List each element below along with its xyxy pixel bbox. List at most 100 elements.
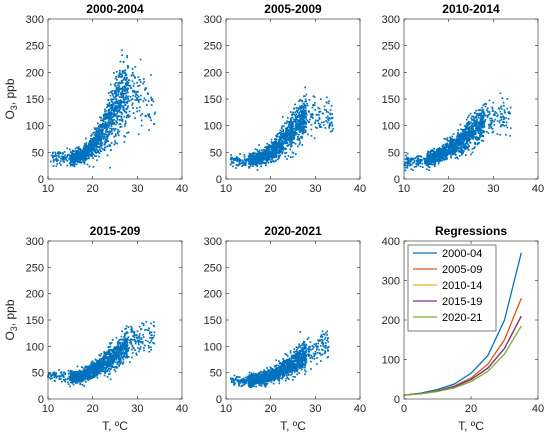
data-point — [232, 165, 234, 168]
data-point — [482, 116, 485, 118]
data-point — [122, 109, 125, 111]
data-point — [101, 126, 104, 129]
data-point — [103, 148, 105, 151]
data-point — [122, 361, 125, 364]
data-point — [295, 128, 297, 131]
data-point — [292, 118, 295, 121]
data-point — [328, 100, 330, 103]
data-point — [103, 135, 106, 138]
data-point — [117, 84, 119, 86]
data-point — [270, 138, 273, 141]
data-point — [302, 105, 305, 108]
data-point — [99, 148, 101, 151]
data-point — [76, 158, 79, 161]
data-point — [281, 152, 283, 155]
data-point — [92, 153, 95, 156]
data-point — [95, 359, 97, 361]
data-point — [62, 157, 64, 160]
data-point — [301, 121, 303, 124]
y-tick-label: 50 — [32, 147, 44, 159]
data-point — [282, 148, 285, 150]
data-point — [122, 105, 124, 107]
data-point — [288, 132, 290, 135]
data-point — [300, 113, 303, 116]
data-point — [477, 113, 479, 116]
data-point — [304, 125, 307, 128]
data-point — [263, 151, 266, 154]
data-point — [54, 155, 57, 157]
data-point — [279, 136, 281, 139]
data-point — [127, 105, 129, 108]
data-point — [118, 111, 121, 113]
data-point — [267, 161, 270, 164]
data-point — [433, 165, 436, 168]
data-point — [291, 132, 293, 135]
data-point — [231, 161, 233, 163]
data-point — [52, 152, 54, 155]
data-point — [329, 109, 332, 111]
data-point — [131, 71, 134, 74]
data-point — [101, 128, 103, 131]
data-point — [472, 131, 474, 134]
data-point — [74, 160, 77, 163]
data-point — [104, 113, 107, 115]
data-point — [297, 145, 299, 148]
data-point — [471, 126, 473, 129]
data-point — [451, 150, 453, 152]
data-point — [303, 128, 306, 131]
data-point — [443, 151, 445, 153]
data-point — [303, 127, 306, 129]
data-point — [118, 102, 121, 105]
data-point — [299, 114, 301, 116]
data-point — [111, 122, 113, 125]
data-point — [484, 114, 487, 117]
data-point — [111, 112, 113, 114]
data-point — [466, 142, 468, 145]
data-point — [437, 153, 439, 156]
data-point — [76, 146, 78, 149]
data-point — [126, 100, 129, 103]
data-point — [404, 158, 407, 161]
data-point — [138, 109, 141, 112]
data-point — [105, 131, 107, 133]
data-point — [296, 126, 298, 129]
data-point — [478, 127, 480, 130]
data-point — [292, 125, 294, 128]
data-point — [462, 135, 465, 137]
data-point — [291, 139, 293, 142]
data-point — [287, 144, 290, 147]
data-point — [264, 149, 267, 151]
data-point — [267, 153, 270, 155]
data-point — [319, 126, 321, 128]
data-point — [151, 337, 153, 339]
data-point — [462, 143, 465, 146]
data-point — [105, 113, 108, 116]
data-point — [123, 336, 126, 338]
data-point — [479, 136, 481, 138]
data-point — [89, 147, 91, 150]
data-point — [282, 130, 285, 133]
data-point — [97, 149, 100, 152]
data-point — [298, 100, 300, 103]
data-point — [73, 157, 76, 159]
data-point — [318, 124, 321, 127]
data-point — [277, 157, 280, 159]
data-point — [472, 129, 474, 131]
data-point — [457, 157, 459, 160]
data-point — [460, 145, 462, 147]
data-point — [118, 130, 121, 133]
data-point — [456, 137, 458, 140]
data-point — [85, 154, 87, 156]
data-point — [123, 341, 125, 343]
data-point — [102, 148, 104, 151]
data-point — [304, 131, 307, 133]
data-point — [429, 156, 432, 159]
data-point — [107, 135, 109, 137]
data-point — [406, 162, 409, 164]
data-point — [443, 145, 446, 148]
data-point — [108, 120, 110, 122]
data-point — [115, 121, 118, 123]
data-point — [496, 120, 499, 122]
data-point — [133, 91, 136, 93]
data-point — [304, 114, 306, 116]
